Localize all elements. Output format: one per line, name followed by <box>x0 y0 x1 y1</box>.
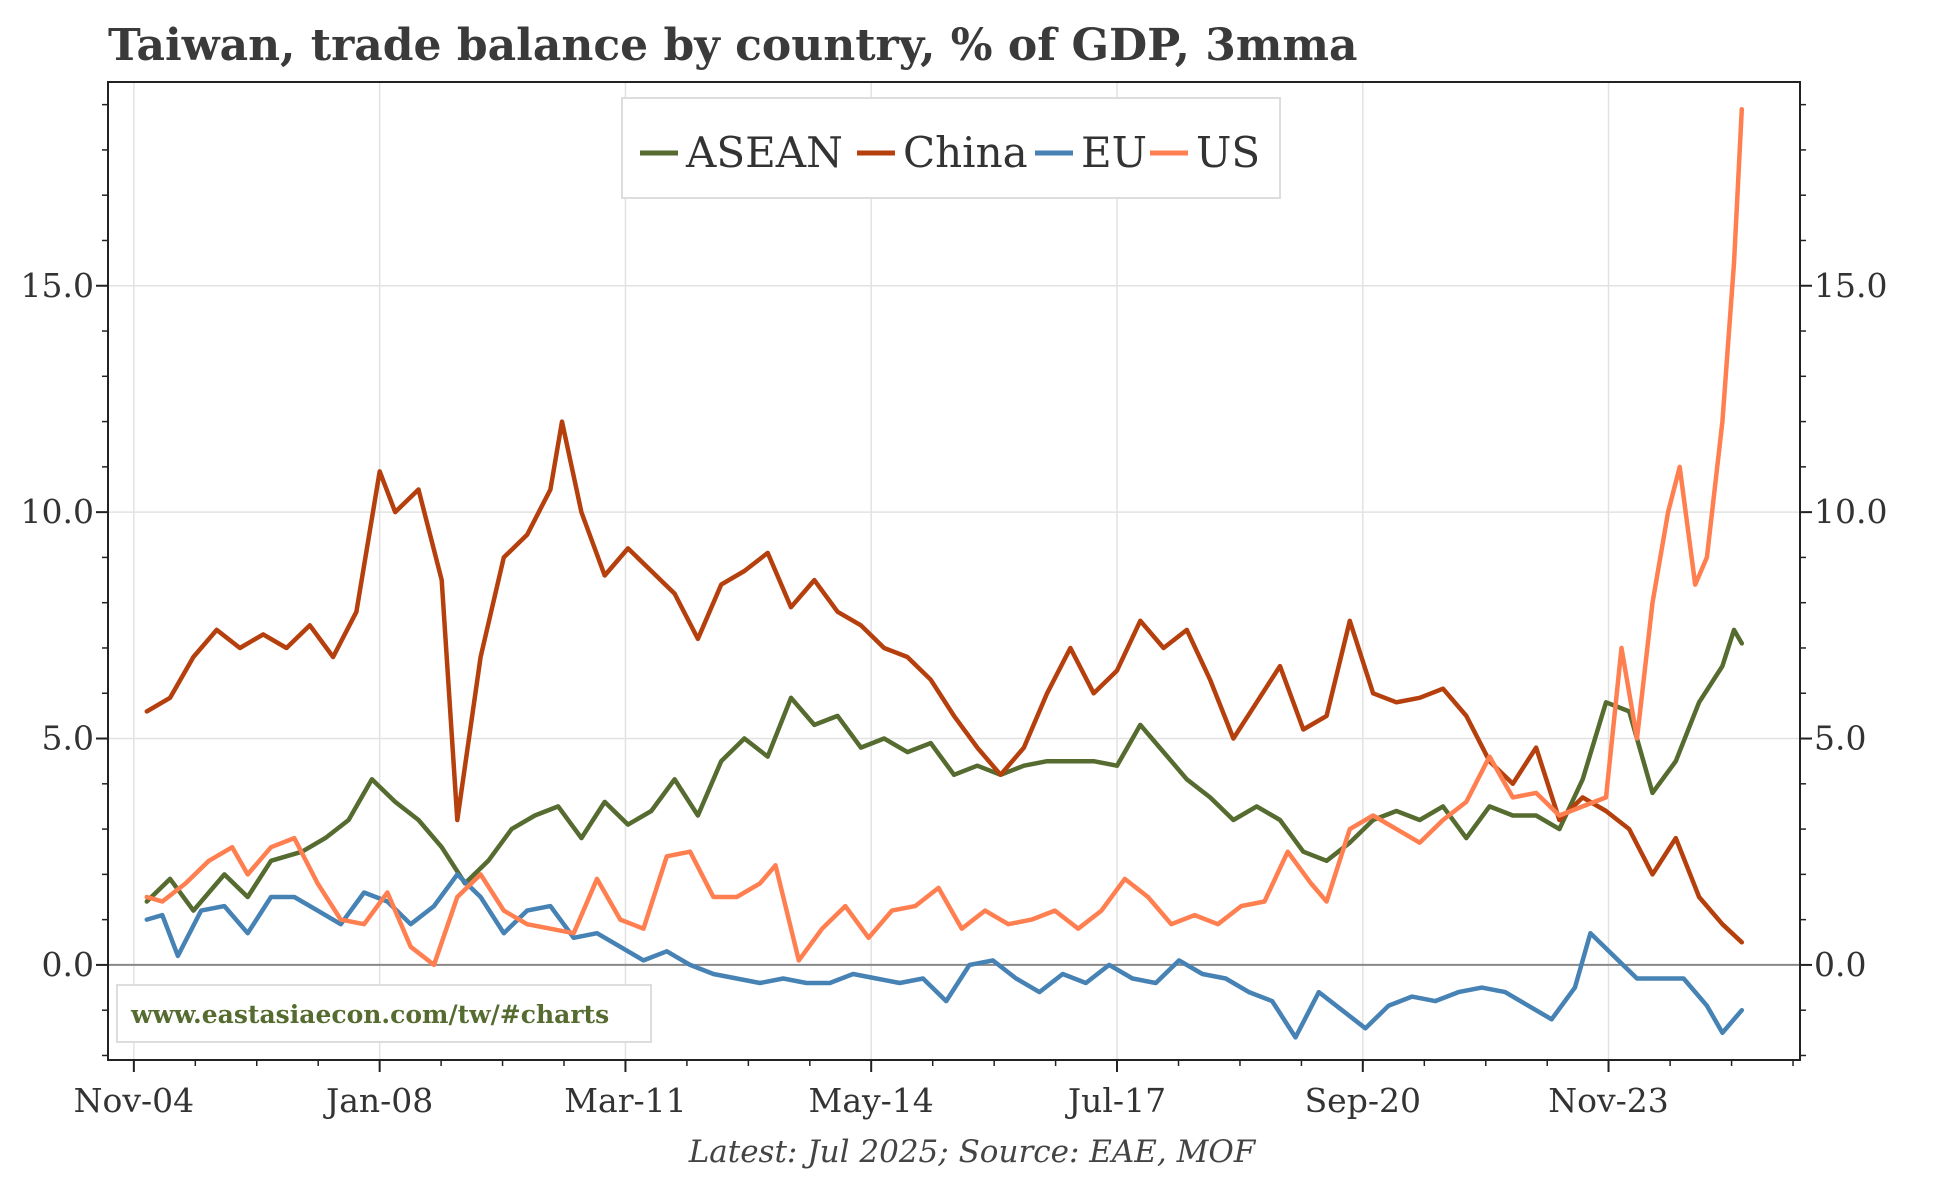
source-note: Latest: Jul 2025; Source: EAE, MOF <box>688 1134 1257 1170</box>
x-tick-label: Jul-17 <box>1065 1081 1166 1120</box>
y-tick-label-right: 5.0 <box>1814 719 1866 758</box>
watermark: www.eastasiaecon.com/tw/#charts <box>116 984 652 1043</box>
legend-label-asean: ASEAN <box>685 128 843 177</box>
legend-box <box>621 97 1281 199</box>
series-layer <box>144 106 1745 1040</box>
watermark-text: www.eastasiaecon.com/tw/#charts <box>130 1000 609 1029</box>
x-tick-label: Nov-04 <box>74 1081 195 1120</box>
x-tick-label: Mar-11 <box>564 1081 686 1120</box>
legend-label-eu: EU <box>1081 128 1147 177</box>
axis-layer: 0.0 0.0 5.0 5.0 10.0 10.0 15.0 15.0 Nov-04 Jan-08… <box>21 103 1887 1120</box>
y-tick-label-right: 0.0 <box>1814 945 1866 984</box>
y-tick-label-left: 15.0 <box>21 266 94 305</box>
legend-label-us: US <box>1196 128 1260 177</box>
y-tick-label-left: 0.0 <box>42 945 94 984</box>
y-tick-label-left: 5.0 <box>42 719 94 758</box>
series-line-us <box>144 106 1745 968</box>
series-line-china <box>144 419 1745 945</box>
legend-label-china: China <box>903 128 1028 177</box>
series-line-asean <box>144 627 1745 913</box>
chart-title: Taiwan, trade balance by country, % of G… <box>108 20 1357 71</box>
x-tick-label: Jan-08 <box>323 1081 433 1120</box>
y-tick-label-left: 10.0 <box>21 492 94 531</box>
x-tick-label: Nov-23 <box>1548 1081 1669 1120</box>
legend: ASEAN China EU US <box>621 97 1281 199</box>
series-line-eu <box>144 872 1745 1040</box>
watermark-box <box>116 984 652 1043</box>
x-tick-label: Sep-20 <box>1305 1081 1421 1120</box>
y-tick-label-right: 15.0 <box>1814 266 1887 305</box>
y-tick-label-right: 10.0 <box>1814 492 1887 531</box>
x-tick-label: May-14 <box>809 1081 934 1120</box>
plot-frame <box>107 81 1801 1061</box>
grid-layer <box>108 82 1800 1060</box>
